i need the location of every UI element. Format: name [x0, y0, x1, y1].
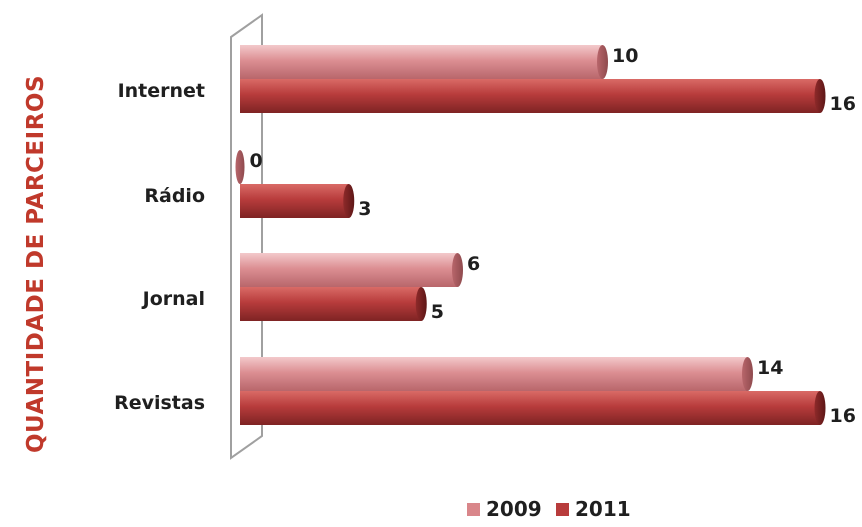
bar-2011-3 — [240, 391, 826, 425]
bar-cap — [452, 253, 463, 287]
bars-layer — [235, 45, 826, 425]
bar-2011-0 — [240, 79, 826, 113]
bar-2011-1 — [240, 184, 355, 218]
value-label: 5 — [431, 301, 444, 323]
bar-2009-0 — [240, 45, 608, 79]
value-label: 3 — [358, 198, 371, 220]
value-label: 16 — [830, 405, 856, 427]
legend-label-2011: 2011 — [575, 497, 631, 521]
legend-swatch-2009 — [467, 503, 480, 516]
bar-cap — [814, 391, 826, 425]
value-label: 10 — [612, 45, 638, 67]
bar-cap — [597, 45, 608, 79]
legend: 2009 2011 — [467, 497, 631, 521]
bar — [240, 79, 820, 113]
bar — [240, 391, 820, 425]
bar — [240, 287, 422, 321]
labels-layer: Internet 10 16 Rádio 0 3 Jornal 6 5 Revistas 14 16 — [114, 45, 856, 427]
value-label: 14 — [757, 357, 783, 379]
bar-cap — [235, 150, 245, 184]
legend-swatch-2011 — [556, 503, 569, 516]
bar-cap — [742, 357, 753, 391]
bar — [240, 253, 458, 287]
value-label: 0 — [250, 150, 263, 172]
category-label: Rádio — [144, 185, 205, 207]
legend-label-2009: 2009 — [486, 497, 542, 521]
bar-2009-2 — [240, 253, 463, 287]
bar-cap — [814, 79, 826, 113]
bar-cap — [343, 184, 355, 218]
category-label: Internet — [118, 80, 205, 102]
bar — [240, 45, 603, 79]
bar-2009-1 — [235, 150, 245, 184]
bar — [240, 357, 748, 391]
bar — [240, 184, 349, 218]
y-axis-title: QUANTIDADE DE PARCEIROS — [23, 75, 49, 453]
axis-wall — [230, 13, 263, 460]
bar-2009-3 — [240, 357, 753, 391]
category-label: Jornal — [141, 288, 205, 310]
bar-cap — [415, 287, 427, 321]
value-label: 16 — [830, 93, 856, 115]
bar-2011-2 — [240, 287, 427, 321]
value-label: 6 — [467, 253, 480, 275]
category-label: Revistas — [114, 392, 205, 414]
